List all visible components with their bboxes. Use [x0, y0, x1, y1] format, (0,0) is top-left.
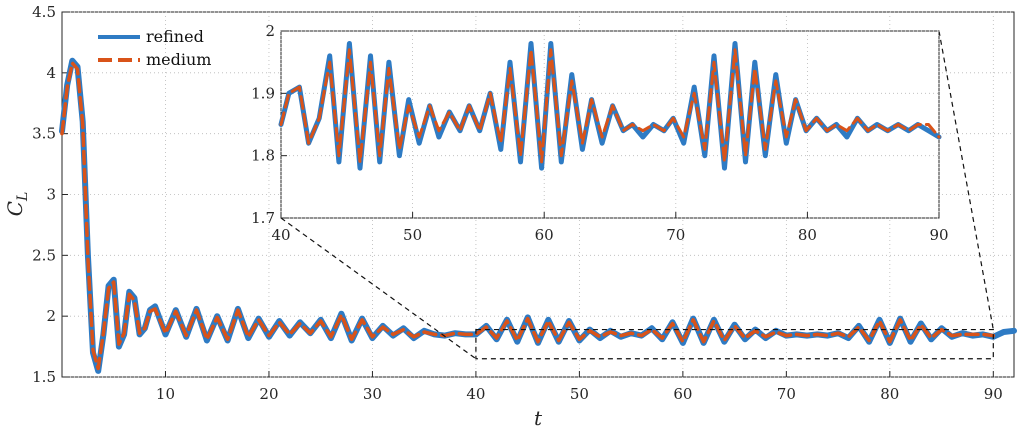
y-tick-label: 2 — [46, 307, 56, 325]
y-tick-label: 4.5 — [32, 3, 56, 21]
y-tick-label: 3.5 — [32, 125, 56, 143]
x-axis-label: t — [534, 406, 543, 430]
y-tick-label: 3 — [46, 186, 56, 204]
x-tick-label: 30 — [363, 385, 382, 403]
legend: refined medium — [98, 27, 211, 69]
y-axis-label: CL — [3, 192, 31, 217]
zoom-connector-right — [938, 30, 994, 330]
x-tick-label: 40 — [271, 226, 290, 244]
x-tick-label: 80 — [880, 385, 899, 403]
y-tick-label: 1.7 — [251, 209, 275, 227]
y-tick-label: 1.8 — [251, 147, 275, 165]
main-series — [59, 57, 1017, 374]
y-axis-label-subscript: L — [15, 192, 31, 202]
svg-text:CL: CL — [3, 192, 31, 217]
x-tick-label: 50 — [570, 385, 589, 403]
y-axis-label-main: C — [3, 201, 27, 216]
y-tick-label: 1.9 — [251, 84, 275, 102]
inset-plot: 40 50 60 70 80 90 1.7 1.8 1.9 2 — [251, 22, 948, 244]
x-tick-label: 60 — [673, 385, 692, 403]
x-tick-label: 50 — [403, 226, 422, 244]
main-ticks: 10 20 30 40 50 60 70 80 90 1.5 2 2.5 3 3.5 4 4.5 — [32, 3, 1003, 403]
x-tick-label: 90 — [984, 385, 1003, 403]
series-line-medium — [60, 61, 996, 371]
inset-series — [278, 41, 942, 171]
x-tick-label: 60 — [535, 226, 554, 244]
series-line-medium — [279, 48, 941, 164]
x-tick-label: 90 — [929, 226, 948, 244]
inset-plot-frame — [280, 30, 940, 219]
zoom-connector-left — [280, 217, 477, 360]
x-tick-label: 80 — [798, 226, 817, 244]
y-tick-label: 2 — [265, 22, 275, 40]
legend-label-medium: medium — [146, 50, 211, 69]
zoom-box — [475, 328, 994, 360]
inset-ticks: 40 50 60 70 80 90 1.7 1.8 1.9 2 — [251, 22, 948, 244]
y-tick-label: 4 — [46, 64, 56, 82]
inset-grid — [280, 30, 940, 219]
x-tick-label: 10 — [156, 385, 175, 403]
x-tick-label: 70 — [666, 226, 685, 244]
x-tick-label: 20 — [259, 385, 278, 403]
x-tick-label: 70 — [777, 385, 796, 403]
y-tick-label: 1.5 — [32, 368, 56, 386]
x-tick-label: 40 — [466, 385, 485, 403]
legend-label-refined: refined — [146, 27, 204, 46]
y-tick-label: 2.5 — [32, 246, 56, 264]
